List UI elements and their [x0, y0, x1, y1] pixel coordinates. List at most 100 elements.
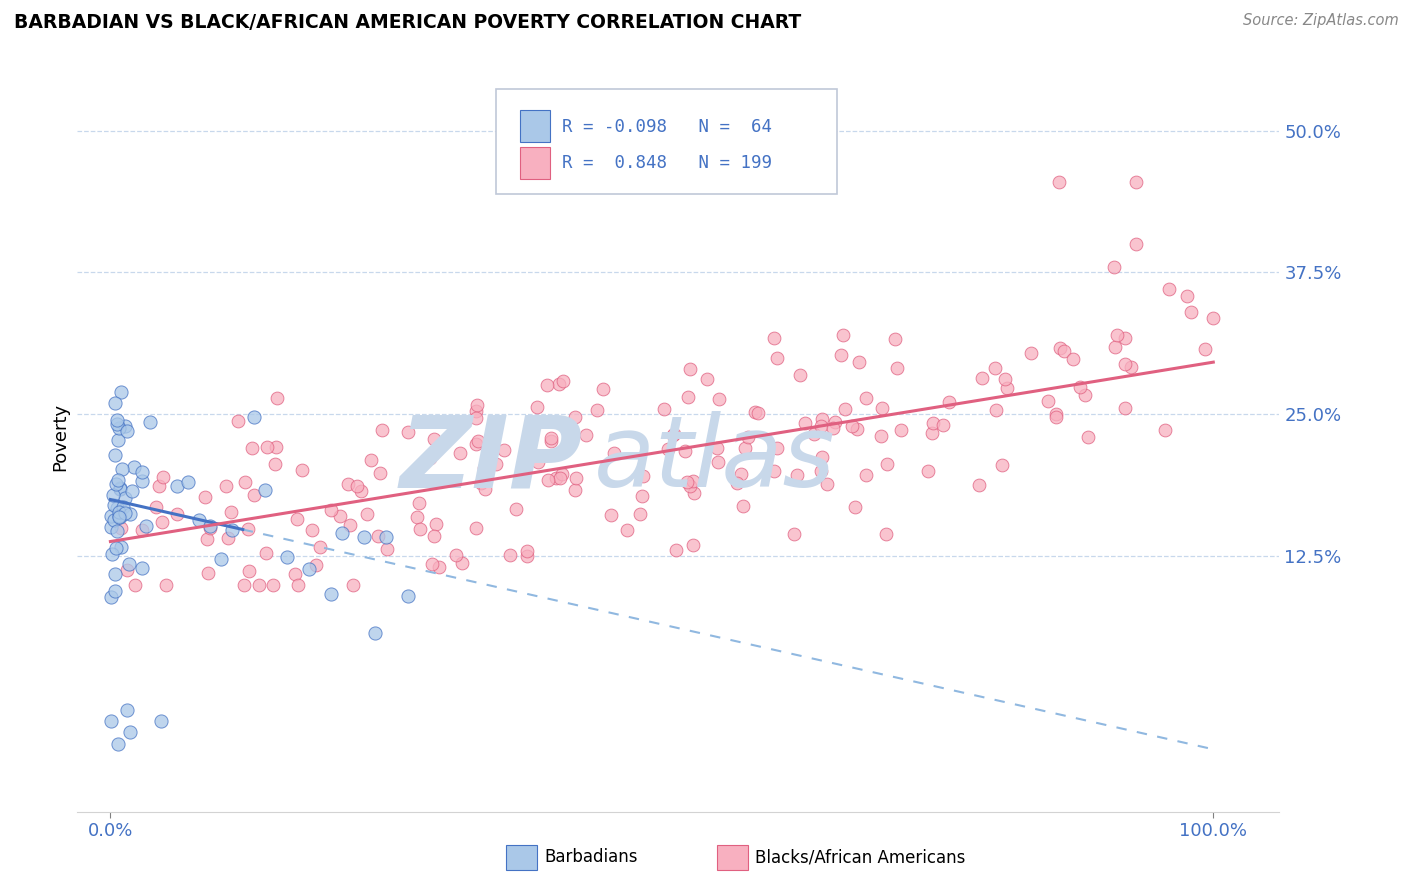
Point — [883, 332, 905, 346]
Point — [834, 402, 856, 417]
Point — [346, 479, 368, 493]
Point — [219, 506, 242, 520]
Point — [148, 479, 170, 493]
Point — [107, 737, 129, 751]
Point — [848, 354, 870, 368]
Point — [553, 374, 575, 388]
Point — [485, 457, 508, 471]
Point — [107, 509, 129, 524]
Point — [830, 348, 852, 362]
Point — [217, 531, 239, 545]
Point — [364, 626, 387, 640]
Point — [821, 420, 844, 434]
Point — [360, 453, 382, 467]
Point — [599, 508, 621, 522]
Point — [131, 466, 153, 480]
Point — [492, 443, 515, 458]
Point — [118, 557, 141, 571]
Point — [846, 422, 869, 436]
Point — [546, 471, 568, 485]
Point — [103, 488, 125, 502]
Point — [100, 590, 122, 604]
Point — [811, 450, 834, 464]
Point — [104, 566, 127, 581]
Point — [1202, 311, 1225, 326]
Point — [869, 429, 891, 443]
Point — [1049, 341, 1071, 355]
Point — [467, 434, 489, 449]
Point — [103, 396, 125, 410]
Point — [1062, 351, 1084, 366]
Point — [215, 479, 238, 493]
Point — [150, 515, 173, 529]
Point — [371, 423, 394, 437]
Point — [330, 525, 353, 540]
Point — [276, 549, 298, 564]
Point — [1175, 289, 1198, 303]
Point — [824, 415, 846, 429]
Point — [449, 446, 471, 460]
Point — [253, 483, 276, 497]
Point — [114, 506, 136, 520]
Point — [516, 544, 538, 558]
Point — [105, 541, 128, 555]
Point — [243, 488, 266, 502]
Point — [630, 489, 652, 503]
Point — [108, 505, 131, 519]
Point — [1069, 380, 1091, 394]
Point — [329, 509, 352, 524]
Point — [1036, 394, 1059, 409]
Point — [679, 362, 702, 376]
Text: Blacks/African Americans: Blacks/African Americans — [755, 848, 966, 866]
Point — [810, 418, 832, 433]
Point — [105, 524, 128, 538]
Point — [536, 377, 558, 392]
Point — [291, 463, 314, 477]
Point — [108, 481, 131, 495]
Point — [706, 455, 728, 469]
Point — [628, 507, 651, 521]
Point — [662, 428, 685, 442]
Point — [537, 473, 560, 487]
Point — [831, 327, 853, 342]
Point — [264, 457, 287, 471]
Point — [551, 467, 574, 481]
Point — [1180, 305, 1202, 319]
Point — [657, 442, 679, 456]
Point — [763, 331, 786, 345]
Point — [423, 529, 446, 543]
Point — [682, 538, 704, 552]
Point — [890, 424, 912, 438]
Point — [603, 446, 626, 460]
Point — [747, 406, 769, 420]
Point — [104, 584, 127, 599]
Point — [100, 508, 122, 523]
Point — [243, 409, 266, 424]
Point — [789, 368, 811, 383]
Point — [766, 441, 789, 455]
Point — [131, 524, 153, 538]
Point — [921, 426, 943, 441]
Point — [107, 473, 129, 487]
Point — [233, 475, 256, 490]
Point — [254, 546, 277, 560]
Point — [111, 461, 134, 475]
Point — [1047, 175, 1070, 189]
Point — [101, 547, 124, 561]
Point — [1114, 401, 1136, 416]
Point — [662, 427, 685, 442]
Point — [368, 467, 391, 481]
Point — [575, 428, 598, 442]
Point — [135, 519, 157, 533]
Point — [114, 491, 136, 505]
Point — [107, 434, 129, 448]
Point — [266, 440, 288, 454]
Point — [155, 577, 177, 591]
Point — [319, 503, 342, 517]
Point — [409, 522, 432, 536]
Point — [284, 567, 307, 582]
Point — [209, 552, 232, 566]
Point — [233, 577, 256, 591]
Point — [734, 441, 756, 455]
Point — [423, 432, 446, 446]
